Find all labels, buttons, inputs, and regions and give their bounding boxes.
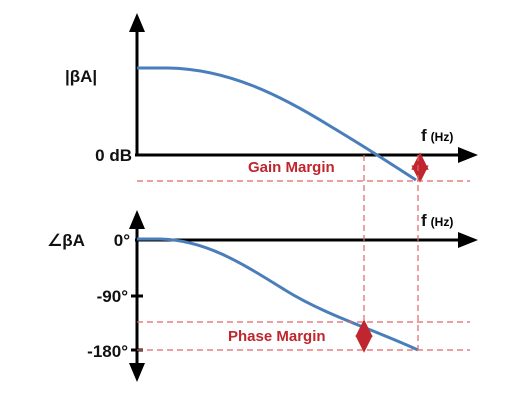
magnitude-x-axis-arrow-icon — [458, 147, 478, 163]
magnitude-curve — [137, 66, 417, 182]
phase-tick-180: -180° — [87, 342, 128, 361]
phase-margin-label: Phase Margin — [228, 328, 326, 345]
phase-plot: ∠βA 0° -90° -180° f (Hz) Phase Margin — [47, 210, 478, 382]
gain-margin-label: Gain Margin — [248, 159, 335, 176]
magnitude-x-symbol: f — [421, 126, 427, 145]
magnitude-plot: |βA| 0 dB f (Hz) Gain Margin — [65, 13, 478, 183]
phase-x-unit: (Hz) — [431, 215, 454, 229]
phase-curve — [137, 237, 419, 352]
phase-tick-0: 0° — [114, 231, 130, 250]
magnitude-y-label: |βA| — [65, 67, 97, 86]
phase-x-label: f (Hz) — [421, 211, 453, 230]
magnitude-x-unit: (Hz) — [431, 130, 454, 144]
zero-db-label: 0 dB — [95, 146, 132, 165]
phase-y-label: ∠βA — [47, 231, 85, 250]
guide-lines — [137, 155, 470, 351]
phase-tick-90: -90° — [97, 287, 129, 306]
phase-y-axis-down-arrow-icon — [129, 363, 145, 382]
magnitude-x-label: f (Hz) — [421, 126, 453, 145]
phase-x-symbol: f — [421, 211, 427, 230]
phase-x-axis-arrow-icon — [458, 232, 478, 248]
magnitude-y-axis-arrow-icon — [129, 13, 145, 32]
phase-y-axis-up-arrow-icon — [129, 210, 145, 229]
